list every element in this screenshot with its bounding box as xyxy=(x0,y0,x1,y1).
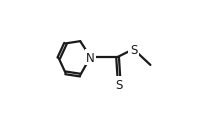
Text: S: S xyxy=(116,78,123,91)
Text: N: N xyxy=(86,51,95,64)
Text: S: S xyxy=(130,43,137,56)
